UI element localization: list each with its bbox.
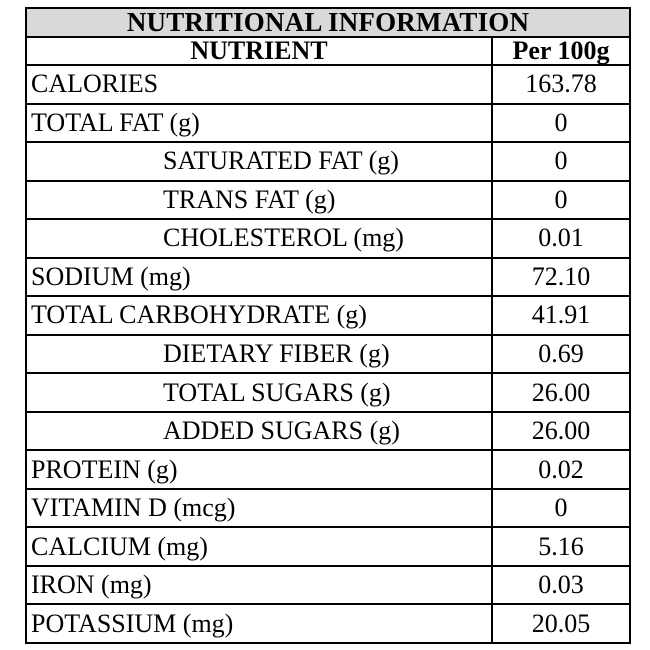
nutrient-value: 0 — [490, 102, 632, 144]
nutrient-rows: CALORIES 163.78 TOTAL FAT (g) 0 SATURATE… — [25, 64, 632, 644]
table-row: SODIUM (mg) 72.10 — [25, 256, 632, 298]
nutrient-name: VITAMIN D (mcg) — [25, 487, 493, 529]
nutrient-name: SODIUM (mg) — [25, 256, 493, 298]
table-row: TOTAL FAT (g) 0 — [25, 102, 632, 144]
nutrient-value: 0.01 — [490, 218, 632, 259]
table-title: NUTRITIONAL INFORMATION — [24, 7, 632, 38]
nutrient-name: SATURATED FAT (g) — [25, 141, 493, 182]
nutrient-column-header: NUTRIENT — [25, 36, 493, 66]
table-row: TOTAL CARBOHYDRATE (g) 41.91 — [25, 295, 632, 336]
header-row: NUTRIENT Per 100g — [25, 36, 632, 66]
nutrient-name: TRANS FAT (g) — [25, 179, 493, 221]
table-row: IRON (mg) 0.03 — [25, 564, 632, 606]
table-row: DIETARY FIBER (g) 0.69 — [25, 333, 632, 375]
table-row: CHOLESTEROL (mg) 0.01 — [25, 218, 632, 259]
nutrition-label: NUTRITIONAL INFORMATION NUTRIENT Per 100… — [24, 7, 632, 644]
nutrient-value: 26.00 — [490, 372, 632, 413]
nutrient-value: 0 — [490, 141, 632, 182]
nutrient-value: 163.78 — [490, 64, 632, 105]
nutrient-value: 0.02 — [490, 449, 632, 490]
nutrient-value: 0.69 — [490, 333, 632, 375]
table-row: TOTAL SUGARS (g) 26.00 — [25, 372, 632, 413]
nutrient-value: 0.03 — [490, 564, 632, 606]
nutrient-value: 26.00 — [490, 410, 632, 452]
nutrient-value: 20.05 — [490, 603, 632, 644]
title-row: NUTRITIONAL INFORMATION — [24, 7, 632, 38]
nutrient-name: CALORIES — [25, 64, 493, 105]
table-row: TRANS FAT (g) 0 — [25, 179, 632, 221]
nutrient-value: 5.16 — [490, 526, 632, 567]
nutrient-value: 72.10 — [490, 256, 632, 298]
table-row: PROTEIN (g) 0.02 — [25, 449, 632, 490]
nutrient-name: POTASSIUM (mg) — [25, 603, 493, 644]
nutrient-name: PROTEIN (g) — [25, 449, 493, 490]
nutrient-name: DIETARY FIBER (g) — [25, 333, 493, 375]
table-row: SATURATED FAT (g) 0 — [25, 141, 632, 182]
table-row: CALCIUM (mg) 5.16 — [25, 526, 632, 567]
table-row: CALORIES 163.78 — [25, 64, 632, 105]
table-row: POTASSIUM (mg) 20.05 — [25, 603, 632, 644]
nutrient-name: TOTAL FAT (g) — [25, 102, 493, 144]
nutrient-value: 0 — [490, 487, 632, 529]
nutrient-name: IRON (mg) — [25, 564, 493, 606]
nutrient-name: CALCIUM (mg) — [25, 526, 493, 567]
nutrient-value: 0 — [490, 179, 632, 221]
nutrient-value: 41.91 — [490, 295, 632, 336]
per-100g-column-header: Per 100g — [490, 36, 632, 66]
nutrient-name: ADDED SUGARS (g) — [25, 410, 493, 452]
nutrient-name: CHOLESTEROL (mg) — [25, 218, 493, 259]
nutrient-name: TOTAL CARBOHYDRATE (g) — [25, 295, 493, 336]
nutrient-name: TOTAL SUGARS (g) — [25, 372, 493, 413]
nutrition-table: NUTRITIONAL INFORMATION NUTRIENT Per 100… — [24, 7, 632, 644]
table-row: VITAMIN D (mcg) 0 — [25, 487, 632, 529]
table-row: ADDED SUGARS (g) 26.00 — [25, 410, 632, 452]
